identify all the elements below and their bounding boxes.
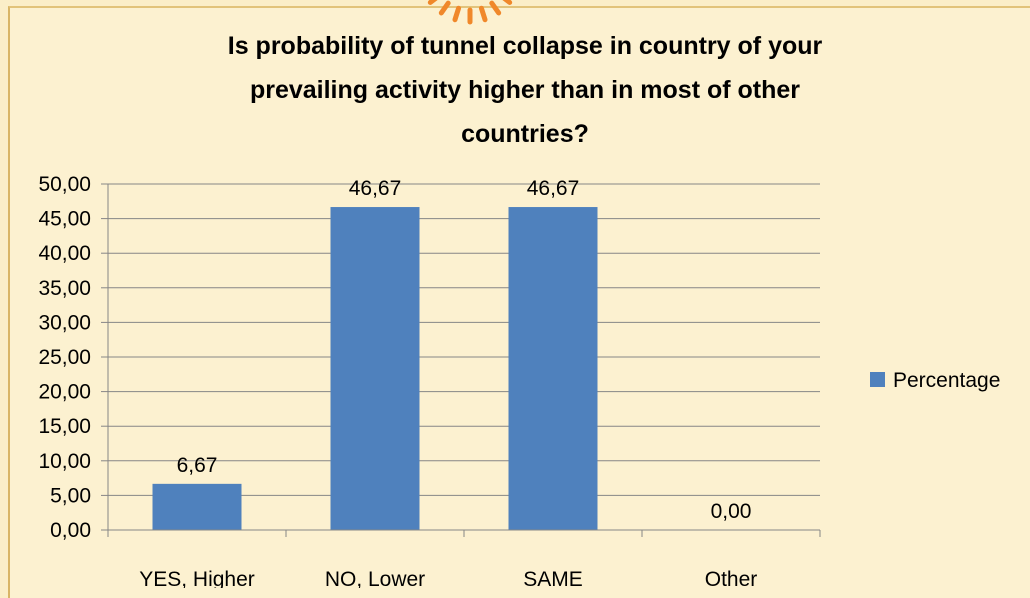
data-label: 6,67 — [177, 454, 218, 477]
data-label: 46,67 — [349, 177, 402, 200]
axes — [107, 184, 821, 537]
chart-title: Is probability of tunnel collapse in cou… — [228, 32, 823, 148]
data-labels: 6,67 46,67 46,67 0,00 — [177, 177, 752, 523]
chart-title-line-3: countries? — [461, 120, 589, 148]
y-tick-label: 35,00 — [38, 277, 91, 300]
y-axis-tick-labels: 0,00 5,00 10,00 15,00 20,00 25,00 30,00 35,00 40… — [38, 173, 91, 542]
y-tick-label: 0,00 — [50, 519, 91, 542]
data-label: 46,67 — [527, 177, 580, 200]
legend-swatch — [870, 372, 885, 387]
x-category-label: Other — [705, 568, 758, 588]
chart-title-line-2: prevailing activity higher than in most … — [250, 76, 800, 104]
bar-series — [152, 207, 598, 531]
legend-label: Percentage — [893, 369, 1000, 392]
y-tick-label: 45,00 — [38, 208, 91, 231]
y-tick-label: 5,00 — [50, 484, 91, 507]
legend: Percentage — [870, 369, 1000, 392]
x-category-label: SAME — [523, 568, 583, 588]
data-label: 0,00 — [711, 500, 752, 523]
y-tick-label: 50,00 — [38, 173, 91, 196]
chart-title-line-1: Is probability of tunnel collapse in cou… — [228, 32, 823, 60]
bar — [152, 483, 242, 530]
y-tick-label: 15,00 — [38, 415, 91, 438]
bar — [330, 207, 420, 531]
y-tick-label: 25,00 — [38, 346, 91, 369]
gridlines — [101, 183, 820, 531]
y-tick-label: 10,00 — [38, 450, 91, 473]
x-category-label: YES, Higher — [139, 568, 255, 588]
y-tick-label: 20,00 — [38, 381, 91, 404]
y-tick-label: 40,00 — [38, 242, 91, 265]
bar — [508, 207, 598, 531]
y-tick-label: 30,00 — [38, 311, 91, 334]
x-axis-category-labels: YES, Higher NO, Lower SAME Other — [139, 568, 757, 588]
x-category-label: NO, Lower — [325, 568, 425, 588]
